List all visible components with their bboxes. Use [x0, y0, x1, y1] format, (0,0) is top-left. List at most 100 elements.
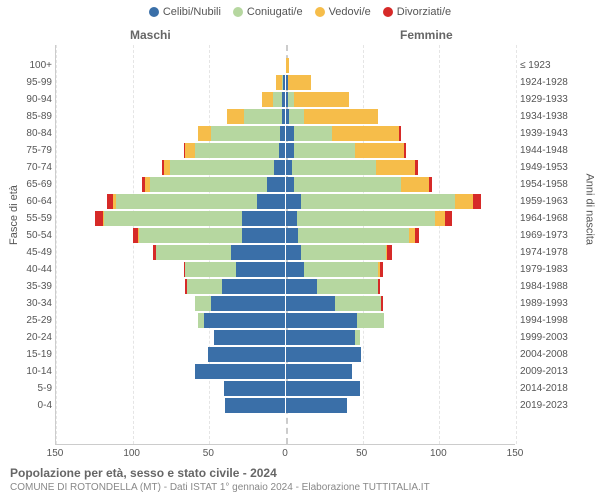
age-label: 75-79	[0, 142, 52, 159]
bar-male-single	[282, 92, 285, 107]
age-label: 15-19	[0, 346, 52, 363]
pyramid-row	[56, 278, 515, 295]
bar-male-single	[242, 211, 285, 226]
pyramid-row	[56, 227, 515, 244]
pyramid-row	[56, 397, 515, 414]
bar-male-married	[195, 143, 279, 158]
bar-female-single	[286, 279, 317, 294]
birth-label: 1999-2003	[520, 329, 596, 346]
bar-female-married	[301, 245, 385, 260]
bar-female-widowed	[355, 143, 404, 158]
bar-male-married	[211, 126, 280, 141]
pyramid-row	[56, 74, 515, 91]
bar-male-divorced	[184, 262, 186, 277]
bar-male-widowed	[164, 160, 170, 175]
bar-male-single	[257, 194, 285, 209]
age-label: 20-24	[0, 329, 52, 346]
bar-male-widowed	[227, 109, 244, 124]
age-label: 45-49	[0, 244, 52, 261]
x-axis: 15010050050100150	[55, 448, 515, 462]
legend-swatch	[149, 7, 159, 17]
birth-label: 1954-1958	[520, 176, 596, 193]
birth-label: 1959-1963	[520, 193, 596, 210]
birth-label: 1929-1933	[520, 91, 596, 108]
bar-male-divorced	[184, 143, 186, 158]
male-label: Maschi	[130, 28, 171, 42]
bar-female-divorced	[415, 160, 418, 175]
bar-female-single	[286, 126, 294, 141]
pyramid-row	[56, 176, 515, 193]
bar-male-single	[211, 296, 285, 311]
bar-male-divorced	[185, 279, 187, 294]
bar-female-single	[286, 398, 347, 413]
pyramid-row	[56, 108, 515, 125]
birth-axis-labels: ≤ 19231924-19281929-19331934-19381939-19…	[520, 45, 596, 445]
pyramid-row	[56, 363, 515, 380]
age-label: 80-84	[0, 125, 52, 142]
bar-male-single	[204, 313, 285, 328]
female-label: Femmine	[400, 28, 453, 42]
bar-male-married	[244, 109, 282, 124]
bar-male-single	[267, 177, 285, 192]
pyramid-row	[56, 244, 515, 261]
bar-female-single	[286, 143, 294, 158]
legend-item: Divorziati/e	[383, 6, 451, 18]
plot-area	[55, 45, 515, 445]
bar-female-divorced	[404, 143, 406, 158]
pyramid-row	[56, 380, 515, 397]
bar-female-widowed	[332, 126, 399, 141]
bar-female-married	[304, 262, 378, 277]
chart-subtitle: COMUNE DI ROTONDELLA (MT) - Dati ISTAT 1…	[10, 482, 430, 493]
x-tick: 150	[47, 448, 64, 459]
x-tick: 150	[507, 448, 524, 459]
pyramid-row	[56, 261, 515, 278]
age-label: 25-29	[0, 312, 52, 329]
bar-male-married	[195, 296, 212, 311]
bar-male-single	[283, 75, 285, 90]
age-label: 0-4	[0, 397, 52, 414]
bar-female-married	[289, 109, 304, 124]
bar-male-married	[104, 211, 242, 226]
age-label: 10-14	[0, 363, 52, 380]
bar-male-divorced	[107, 194, 113, 209]
bar-female-married	[297, 211, 435, 226]
bar-female-married	[298, 228, 408, 243]
bar-female-divorced	[445, 211, 451, 226]
age-label: 40-44	[0, 261, 52, 278]
x-tick: 100	[123, 448, 140, 459]
birth-label: 1969-1973	[520, 227, 596, 244]
bar-male-married	[156, 245, 231, 260]
bar-male-divorced	[95, 211, 103, 226]
x-tick: 50	[203, 448, 214, 459]
x-tick: 100	[430, 448, 447, 459]
bar-male-married	[170, 160, 274, 175]
bar-male-divorced	[142, 177, 145, 192]
birth-label: 2004-2008	[520, 346, 596, 363]
birth-label: 1949-1953	[520, 159, 596, 176]
bar-female-single	[286, 228, 298, 243]
pyramid-row	[56, 312, 515, 329]
bar-female-single	[286, 296, 335, 311]
bar-female-widowed	[288, 75, 311, 90]
age-label: 90-94	[0, 91, 52, 108]
age-label: 50-54	[0, 227, 52, 244]
legend: Celibi/NubiliConiugati/eVedovi/eDivorzia…	[0, 6, 600, 18]
bar-female-widowed	[376, 160, 414, 175]
birth-label: 2014-2018	[520, 380, 596, 397]
bar-male-single	[282, 109, 285, 124]
bar-male-divorced	[162, 160, 164, 175]
bar-male-married	[150, 177, 267, 192]
bar-female-widowed	[435, 211, 446, 226]
bar-male-divorced	[133, 228, 138, 243]
bar-male-widowed	[113, 194, 116, 209]
bar-male-single	[242, 228, 285, 243]
bar-male-married	[116, 194, 257, 209]
bar-female-single	[286, 245, 301, 260]
bar-female-married	[301, 194, 454, 209]
bar-female-single	[286, 364, 352, 379]
birth-label: 1979-1983	[520, 261, 596, 278]
bar-male-single	[231, 245, 285, 260]
bar-male-single	[225, 398, 285, 413]
bar-female-divorced	[381, 296, 383, 311]
bar-male-married	[198, 313, 204, 328]
